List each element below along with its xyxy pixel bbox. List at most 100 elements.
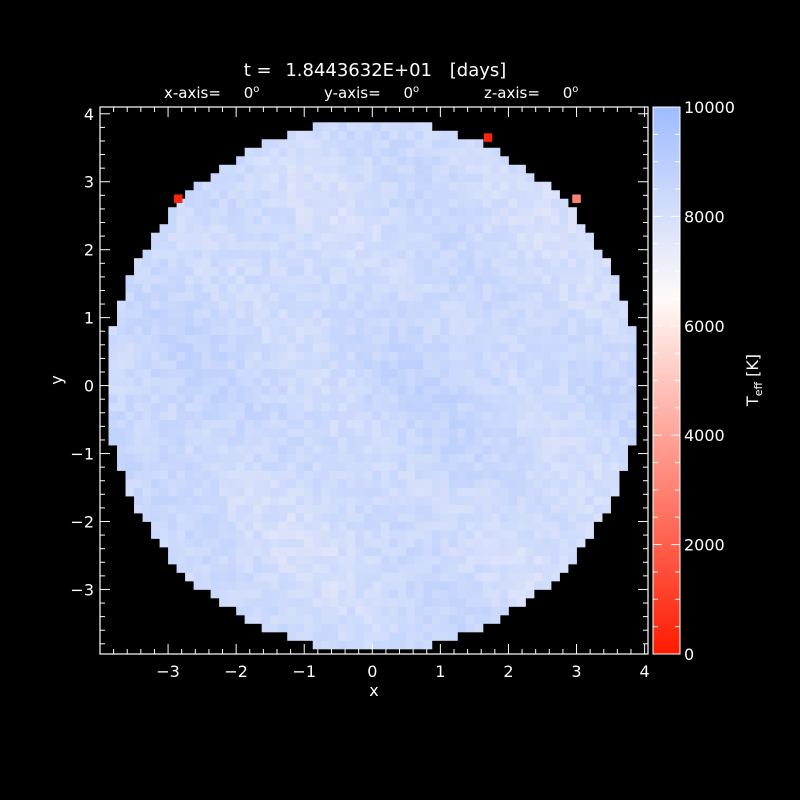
heatmap-cell [253,309,263,319]
heatmap-cell [346,504,356,514]
heatmap-cell [295,436,305,446]
heatmap-cell [117,317,126,327]
heatmap-cell [219,241,229,251]
heatmap-cell [602,360,611,369]
heatmap-cell [329,232,339,242]
heatmap-cell [202,419,212,429]
heatmap-cell [448,563,458,573]
heatmap-cell [355,428,365,437]
heatmap-cell [431,487,441,497]
heatmap-cell [406,453,416,463]
heatmap-cell [372,640,382,650]
heatmap-cell [619,317,628,327]
heatmap-cell [346,164,356,174]
heatmap-cell [321,130,331,140]
heatmap-cell [448,623,458,633]
heatmap-cell [423,130,433,140]
heatmap-cell [414,385,424,395]
heatmap-cell [465,360,475,369]
heatmap-cell [568,546,577,556]
heatmap-cell [525,453,535,463]
heatmap-cell [244,207,254,217]
heatmap-cell [253,300,263,310]
heatmap-cell [550,275,560,285]
heatmap-cell [176,292,186,302]
heatmap-cell [210,249,220,259]
heatmap-cell [559,470,569,480]
heatmap-cell [295,546,305,556]
heatmap-cell [270,436,280,446]
heatmap-cell [423,326,433,336]
heatmap-cell [610,385,620,395]
heatmap-cell [304,266,314,276]
heatmap-cell [499,190,509,200]
heatmap-cell [261,470,271,480]
heatmap-cell [193,529,203,539]
heatmap-cell [406,462,416,471]
heatmap-cell [389,555,399,565]
heatmap-cell [244,343,254,353]
heatmap-cell [134,487,143,497]
heatmap-cell [491,147,501,157]
heatmap-cell [159,453,169,463]
heatmap-cell [329,266,339,276]
heatmap-cell [312,546,322,556]
heatmap-cell [423,283,433,293]
heatmap-cell [202,580,212,590]
heatmap-cell [550,436,560,446]
heatmap-cell [542,453,552,463]
heatmap-cell [465,580,475,590]
heatmap-cell [610,317,620,327]
heatmap-cell [406,232,416,242]
heatmap-cell [168,462,177,471]
heatmap-cell [185,249,194,259]
colorbar-tick-label: 10000 [684,98,735,117]
heatmap-cell [619,300,628,310]
heatmap-cell [329,181,339,191]
heatmap-cell [389,436,399,446]
heatmap-cell [210,453,220,463]
heatmap-cell [295,360,305,369]
heatmap-cell [321,139,331,149]
heatmap-cell [525,555,535,565]
heatmap-cell [219,173,229,183]
heatmap-cell [346,623,356,633]
heatmap-cell [346,147,356,157]
heatmap-cell [355,181,365,191]
heatmap-cell [202,292,212,302]
heatmap-cell [270,453,280,463]
heatmap-cell [312,368,322,378]
heatmap-cell [176,377,186,386]
heatmap-cell [151,428,160,437]
heatmap-cell [491,190,501,200]
heatmap-cell [440,470,450,480]
heatmap-cell [193,292,203,302]
heatmap-cell [508,555,518,565]
heatmap-cell [278,198,288,208]
heatmap-cell [397,496,407,505]
heatmap-cell [508,368,518,378]
heatmap-cell [329,343,339,353]
heatmap-cell [236,563,246,573]
heatmap-cell [346,122,356,132]
heatmap-cell [363,436,373,446]
heatmap-cell [482,479,492,488]
heatmap-cell [431,555,441,565]
heatmap-cell [261,266,271,276]
heatmap-cell [227,266,237,276]
heatmap-cell [559,563,569,573]
heatmap-cell [525,546,535,556]
heatmap-cell [448,181,458,191]
heatmap-cell [508,487,518,497]
heatmap-cell [397,334,407,344]
heatmap-cell [287,428,297,437]
heatmap-cell [508,538,518,548]
heatmap-cell [431,351,441,361]
heatmap-cell [568,207,577,217]
heatmap-cell [508,597,518,607]
heatmap-cell [406,351,416,361]
heatmap-cell [414,351,424,361]
heatmap-cell [448,487,458,497]
heatmap-cell [329,614,339,624]
heatmap-cell [533,266,543,276]
